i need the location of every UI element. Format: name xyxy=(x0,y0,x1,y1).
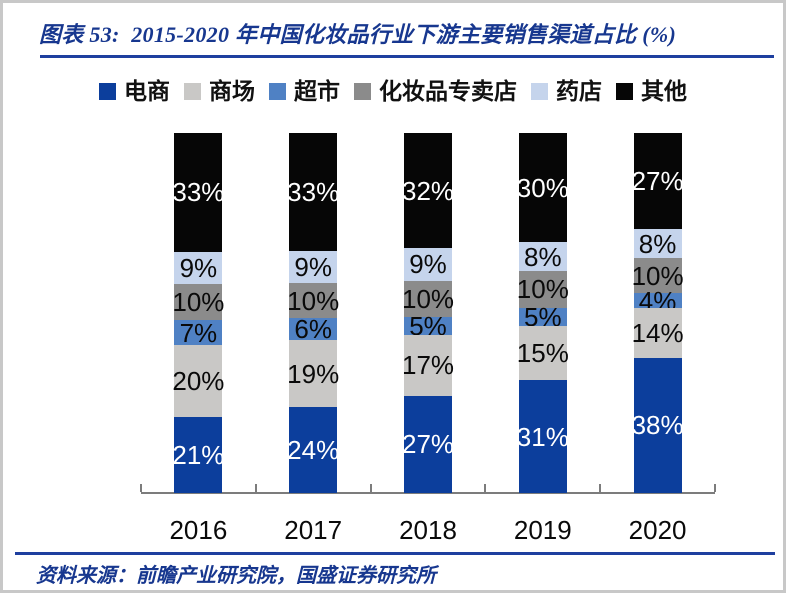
footer-divider xyxy=(15,552,775,555)
x-label-2017: 2017 xyxy=(284,515,343,545)
legend-item-化妆品专卖店: 化妆品专卖店 xyxy=(354,80,517,103)
segment-化妆品专卖店-2017: 10% xyxy=(287,282,339,319)
segment-电商-2020: 38% xyxy=(632,357,684,493)
legend-label: 电商 xyxy=(124,79,170,104)
x-axis-tick xyxy=(369,484,372,492)
x-axis-tick xyxy=(254,484,257,492)
figure-title: 图表 53: 2015-2020 年中国化妆品行业下游主要销售渠道占比 (%) xyxy=(39,22,677,47)
segment-药店-2017: 9% xyxy=(289,250,338,283)
segment-化妆品专卖店-2020: 10% xyxy=(632,257,684,294)
segment-商场-2016: 20% xyxy=(172,345,224,418)
legend-item-药店: 药店 xyxy=(531,80,602,103)
legend-label: 其他 xyxy=(641,79,687,104)
segment-化妆品专卖店-2019: 10% xyxy=(517,271,569,308)
legend-swatch xyxy=(99,83,116,100)
stacked-bar-2019: 31% 15% 5% 10% 8% 30% xyxy=(517,133,569,493)
source-note: 资料来源：前瞻产业研究院，国盛证券研究所 xyxy=(36,565,436,587)
segment-商场-2019: 15% xyxy=(517,325,569,381)
segment-药店-2020: 8% xyxy=(633,229,682,258)
segment-药店-2019: 8% xyxy=(518,242,567,272)
segment-其他-2020: 27% xyxy=(632,133,684,230)
x-axis-tick xyxy=(140,484,142,492)
legend-swatch xyxy=(269,83,286,100)
segment-商场-2017: 19% xyxy=(287,339,339,408)
x-axis-tick xyxy=(484,484,487,492)
legend-swatch xyxy=(531,83,548,100)
x-label-2016: 2016 xyxy=(169,515,228,545)
legend-swatch xyxy=(184,83,201,100)
segment-超市-2017: 6% xyxy=(289,316,338,342)
segment-超市-2016: 7% xyxy=(174,320,223,346)
segment-药店-2018: 9% xyxy=(404,248,452,281)
segment-药店-2016: 9% xyxy=(174,251,223,285)
legend-item-其他: 其他 xyxy=(616,80,687,103)
legend-swatch xyxy=(354,83,371,100)
x-axis-tick xyxy=(599,484,602,492)
segment-超市-2018: 5% xyxy=(404,313,452,339)
segment-电商-2016: 21% xyxy=(172,417,224,493)
segment-电商-2017: 24% xyxy=(287,407,339,493)
legend-item-超市: 超市 xyxy=(269,80,340,103)
legend-label: 超市 xyxy=(294,79,340,104)
segment-其他-2018: 32% xyxy=(402,133,454,249)
x-label-2018: 2018 xyxy=(399,515,457,545)
legend-item-商场: 商场 xyxy=(184,80,255,103)
legend: 电商 商场 超市 化妆品专卖店 药店 其他 xyxy=(3,80,783,103)
segment-商场-2020: 14% xyxy=(632,307,684,358)
title-divider xyxy=(40,55,774,58)
stacked-bar-2020: 38% 14% 4% 10% 8% 27% xyxy=(632,133,684,493)
segment-其他-2019: 30% xyxy=(517,133,569,243)
legend-swatch xyxy=(616,83,633,100)
x-label-2019: 2019 xyxy=(513,515,572,545)
legend-label: 化妆品专卖店 xyxy=(379,79,517,104)
segment-化妆品专卖店-2018: 10% xyxy=(402,280,454,317)
legend-label: 药店 xyxy=(556,79,602,104)
segment-电商-2019: 31% xyxy=(517,380,569,493)
x-label-2020: 2020 xyxy=(628,515,687,545)
segment-化妆品专卖店-2016: 10% xyxy=(172,284,224,321)
stacked-bar-2018: 27% 17% 5% 10% 9% 32% xyxy=(402,133,454,493)
legend-item-电商: 电商 xyxy=(99,80,170,103)
segment-超市-2019: 5% xyxy=(518,304,567,330)
legend-label: 商场 xyxy=(209,79,255,104)
x-axis-line xyxy=(141,492,715,494)
stacked-bar-2016: 21% 20% 7% 10% 9% 33% xyxy=(172,133,224,493)
segment-超市-2020: 4% xyxy=(633,287,682,314)
x-axis-tick xyxy=(714,484,716,492)
stacked-bar-2017: 24% 19% 6% 10% 9% 33% xyxy=(287,133,339,493)
segment-其他-2017: 33% xyxy=(287,133,339,251)
segment-商场-2018: 17% xyxy=(402,334,454,396)
segment-电商-2018: 27% xyxy=(402,395,454,493)
segment-其他-2016: 33% xyxy=(172,133,224,252)
